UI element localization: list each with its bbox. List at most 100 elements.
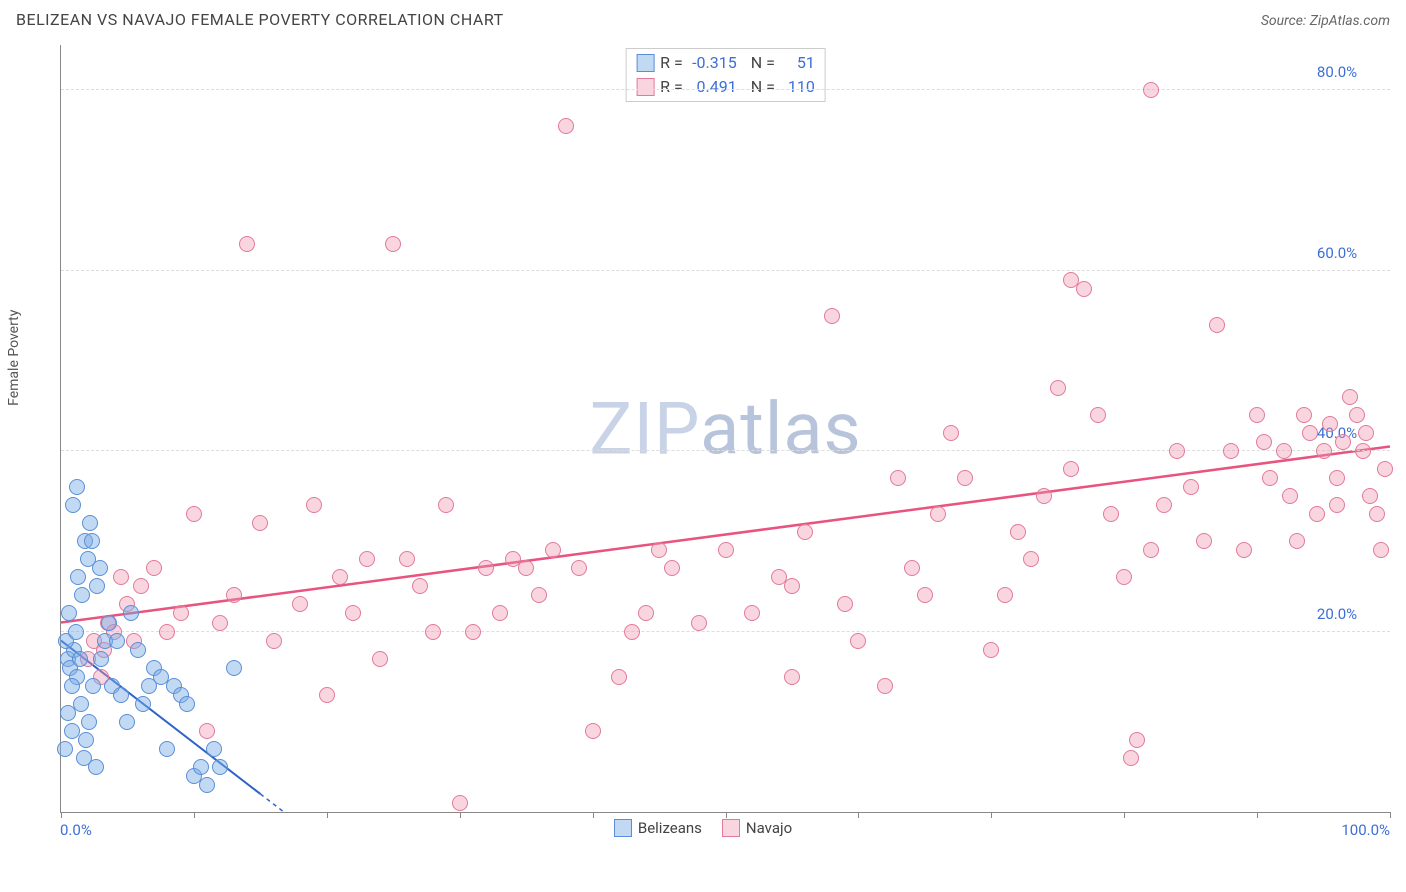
data-point-belizeans: [109, 633, 125, 649]
x-tick: [1390, 812, 1391, 818]
data-point-navajo: [212, 615, 228, 631]
data-point-navajo: [983, 642, 999, 658]
trend-line-dash-belizeans: [260, 794, 393, 812]
data-point-belizeans: [119, 714, 135, 730]
watermark: ZIPatlas: [589, 386, 861, 471]
watermark-zip: ZIP: [589, 386, 700, 471]
x-tick: [593, 812, 594, 818]
data-point-navajo: [877, 678, 893, 694]
data-point-navajo: [465, 624, 481, 640]
data-point-navajo: [1196, 533, 1212, 549]
data-point-navajo: [930, 506, 946, 522]
data-point-navajo: [1063, 461, 1079, 477]
data-point-navajo: [624, 624, 640, 640]
data-point-navajo: [957, 470, 973, 486]
legend-swatch-navajo: [722, 819, 740, 837]
data-point-navajo: [1362, 488, 1378, 504]
y-axis-label: Female Poverty: [6, 310, 22, 406]
data-point-navajo: [1123, 750, 1139, 766]
n-value: 51: [781, 51, 815, 75]
data-point-belizeans: [226, 660, 242, 676]
data-point-belizeans: [206, 741, 222, 757]
data-point-navajo: [1329, 497, 1345, 513]
legend-item-navajo: Navajo: [722, 819, 792, 837]
data-point-belizeans: [74, 587, 90, 603]
legend-label-navajo: Navajo: [746, 819, 792, 837]
data-point-navajo: [545, 542, 561, 558]
data-point-navajo: [146, 560, 162, 576]
data-point-navajo: [1335, 434, 1351, 450]
data-point-navajo: [159, 624, 175, 640]
data-point-belizeans: [193, 759, 209, 775]
data-point-navajo: [797, 524, 813, 540]
x-tick: [726, 812, 727, 818]
r-value: 0.491: [689, 75, 737, 99]
trend-line-navajo: [61, 447, 1390, 623]
data-point-navajo: [917, 587, 933, 603]
data-point-navajo: [824, 308, 840, 324]
data-point-navajo: [1349, 407, 1365, 423]
data-point-navajo: [1296, 407, 1312, 423]
data-point-navajo: [850, 633, 866, 649]
x-tick: [991, 812, 992, 818]
data-point-navajo: [1076, 281, 1092, 297]
r-value: -0.315: [689, 51, 737, 75]
stat-row-belizeans: R =-0.315N =51: [636, 51, 815, 75]
data-point-belizeans: [68, 624, 84, 640]
data-point-navajo: [611, 669, 627, 685]
data-point-navajo: [1169, 443, 1185, 459]
chart-title: BELIZEAN VS NAVAJO FEMALE POVERTY CORREL…: [16, 10, 504, 29]
data-point-navajo: [1023, 551, 1039, 567]
data-point-belizeans: [78, 732, 94, 748]
n-value: 110: [781, 75, 815, 99]
data-point-belizeans: [92, 560, 108, 576]
data-point-navajo: [1129, 732, 1145, 748]
data-point-navajo: [1050, 380, 1066, 396]
data-point-navajo: [1316, 443, 1332, 459]
source-attribution: Source: ZipAtlas.com: [1261, 13, 1390, 29]
data-point-navajo: [997, 587, 1013, 603]
data-point-navajo: [837, 596, 853, 612]
data-point-navajo: [1116, 569, 1132, 585]
trend-lines-layer: [61, 45, 1390, 812]
data-point-navajo: [1358, 425, 1374, 441]
data-point-belizeans: [123, 605, 139, 621]
data-point-navajo: [359, 551, 375, 567]
gridline-h: [61, 450, 1390, 451]
data-point-navajo: [718, 542, 734, 558]
gridline-h: [61, 270, 1390, 271]
data-point-navajo: [1322, 416, 1338, 432]
data-point-navajo: [1036, 488, 1052, 504]
source-name: ZipAtlas.com: [1310, 13, 1390, 29]
data-point-navajo: [399, 551, 415, 567]
data-point-belizeans: [64, 723, 80, 739]
gridline-h: [61, 631, 1390, 632]
stat-row-navajo: R =0.491N =110: [636, 75, 815, 99]
data-point-belizeans: [89, 578, 105, 594]
x-tick-label: 100.0%: [1341, 821, 1390, 839]
data-point-belizeans: [85, 678, 101, 694]
data-point-navajo: [173, 605, 189, 621]
data-point-navajo: [1063, 272, 1079, 288]
swatch-belizeans: [636, 54, 654, 72]
data-point-navajo: [226, 587, 242, 603]
data-point-navajo: [1282, 488, 1298, 504]
data-point-navajo: [1256, 434, 1272, 450]
data-point-navajo: [306, 497, 322, 513]
data-point-navajo: [452, 795, 468, 811]
data-point-navajo: [585, 723, 601, 739]
data-point-navajo: [186, 506, 202, 522]
data-point-navajo: [1183, 479, 1199, 495]
data-point-navajo: [1369, 506, 1385, 522]
data-point-belizeans: [93, 651, 109, 667]
data-point-belizeans: [72, 651, 88, 667]
data-point-belizeans: [64, 678, 80, 694]
data-point-belizeans: [73, 696, 89, 712]
data-point-navajo: [372, 651, 388, 667]
data-point-belizeans: [159, 741, 175, 757]
legend-swatch-belizeans: [614, 819, 632, 837]
x-tick: [61, 812, 62, 818]
data-point-navajo: [292, 596, 308, 612]
data-point-belizeans: [212, 759, 228, 775]
data-point-navajo: [1156, 497, 1172, 513]
